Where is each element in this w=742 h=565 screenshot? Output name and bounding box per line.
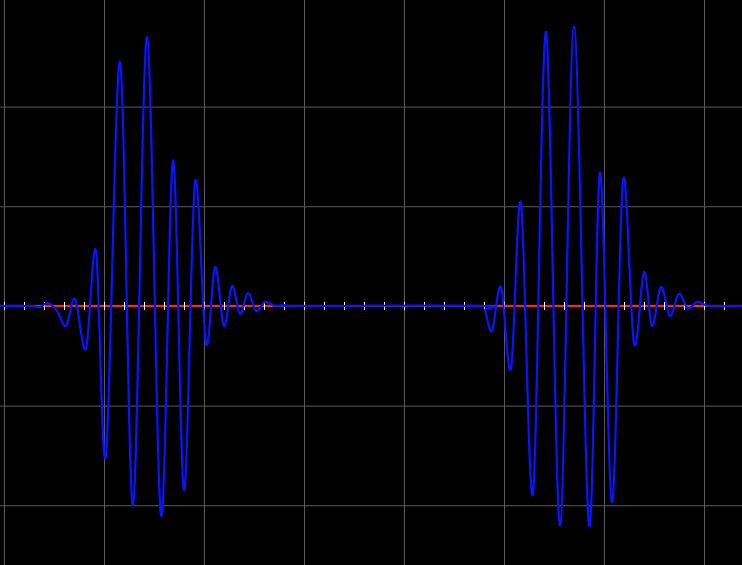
signal-series-line-0 — [0, 25, 742, 528]
series-layer — [0, 25, 742, 528]
